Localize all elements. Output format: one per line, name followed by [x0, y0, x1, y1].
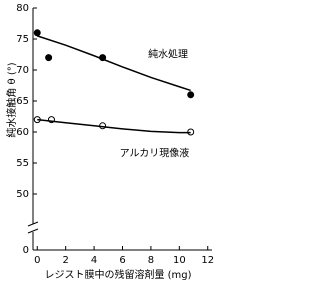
annotation: アルカリ現像液 [120, 147, 190, 160]
data-point [33, 29, 41, 37]
x-tick-label: 12 [201, 255, 214, 266]
fit-curve [37, 35, 191, 92]
data-point [45, 54, 53, 62]
y-axis-label: 純水接触角 θ (°) [5, 62, 18, 137]
x-tick-label: 10 [173, 255, 186, 266]
x-tick-label: 0 [34, 255, 40, 266]
x-tick-label: 8 [148, 255, 154, 266]
y-tick-label: 0 [23, 245, 29, 256]
data-point [187, 91, 195, 99]
axis-break [27, 221, 39, 234]
y-tick-label: 80 [16, 3, 29, 14]
x-tick-label: 4 [91, 255, 97, 266]
annotation: 純水処理 [148, 48, 188, 61]
y-tick-label: 60 [16, 127, 29, 138]
fit-curve [37, 118, 191, 134]
y-tick-label: 70 [16, 65, 29, 76]
y-tick-label: 75 [16, 34, 29, 45]
x-tick-label: 6 [119, 255, 125, 266]
y-tick-label: 65 [16, 96, 29, 107]
x-axis-label: レジスト膜中の残留溶剤量 (mg) [44, 268, 191, 281]
chart: 純水接触角 θ (°) レジスト膜中の残留溶剤量 (mg) 0505560657… [5, 3, 214, 281]
y-tick-label: 50 [16, 189, 29, 200]
x-tick-label: 2 [62, 255, 68, 266]
y-tick-label: 55 [16, 158, 29, 169]
